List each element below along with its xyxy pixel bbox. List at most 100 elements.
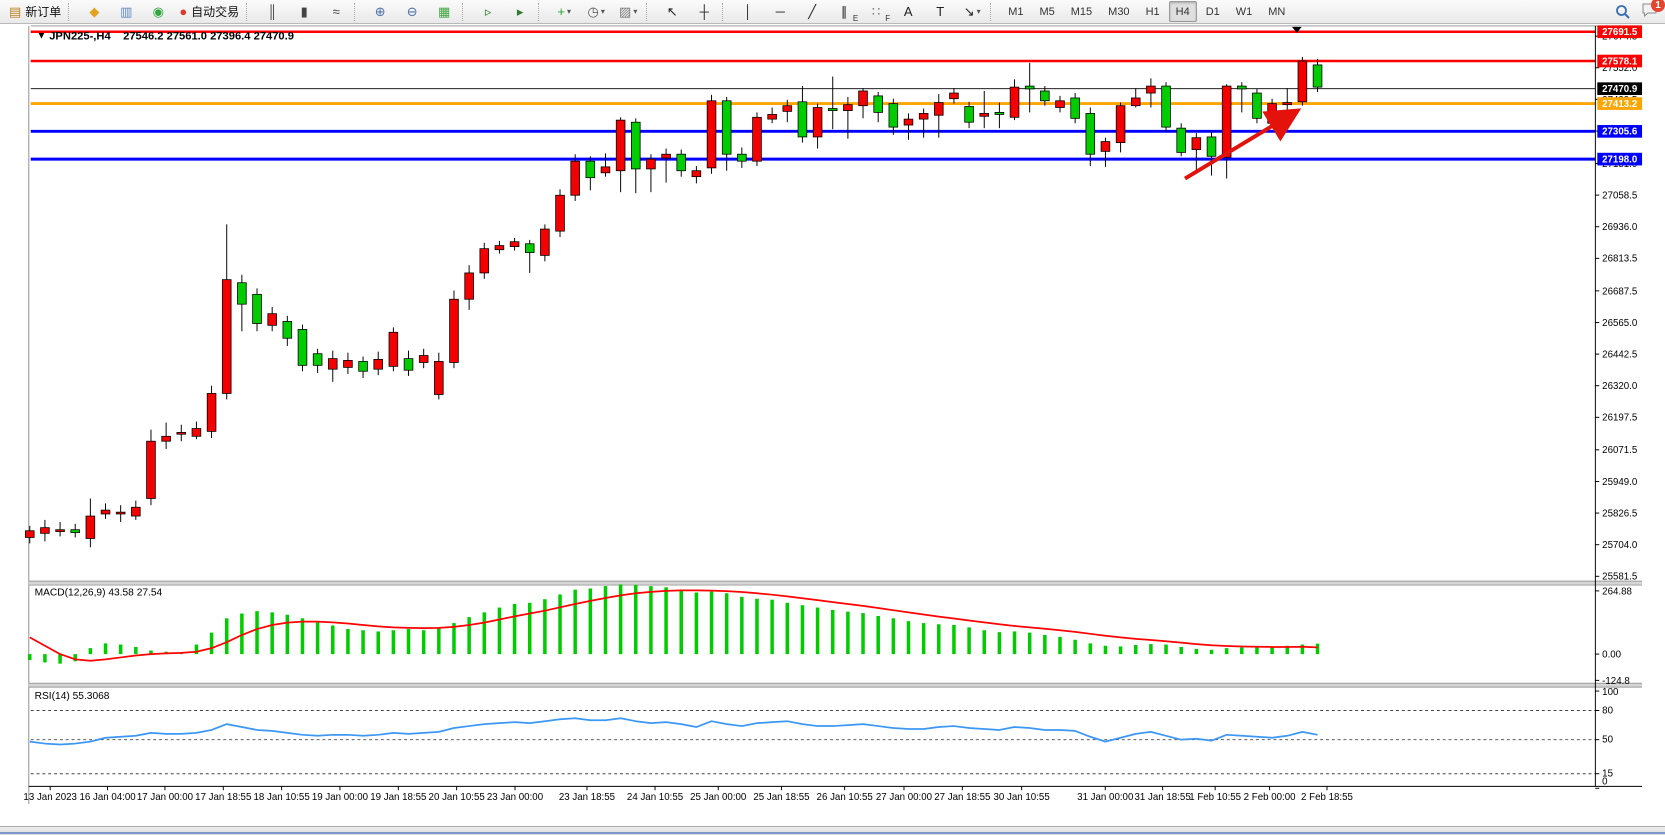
rsi-label: RSI(14) 55.3068: [35, 691, 110, 702]
arrows-button[interactable]: ↘ ▾: [957, 1, 987, 23]
chart-dropdown-icon[interactable]: ▼: [37, 31, 47, 42]
macd-histogram-bar: [967, 627, 971, 655]
cursor-button[interactable]: ↖: [657, 1, 687, 23]
label-button[interactable]: T: [925, 1, 955, 23]
zoom-in-button[interactable]: ⊕: [365, 1, 395, 23]
macd-histogram-bar: [134, 646, 138, 655]
auto-scroll-button[interactable]: ▸: [505, 1, 535, 23]
chat-icon[interactable]: 1: [1641, 0, 1665, 21]
timeframe-m15-button[interactable]: M15: [1070, 5, 1093, 18]
timeframe-d1-button[interactable]: D1: [1205, 5, 1220, 18]
line-chart-icon[interactable]: ≈: [321, 1, 351, 23]
price-badge: [1597, 25, 1643, 39]
macd-histogram-bar: [1088, 643, 1093, 655]
time-axis-label: 19 Jan 00:00: [312, 792, 369, 803]
text-button[interactable]: A: [893, 1, 923, 23]
signal-icon[interactable]: ◉: [143, 1, 173, 23]
time-axis-label: 24 Jan 10:55: [627, 792, 683, 803]
macd-histogram-bar: [285, 614, 290, 655]
template-button[interactable]: ▨ ▾: [613, 1, 643, 23]
gold-icon[interactable]: ◆: [79, 1, 109, 23]
zoom-out-button[interactable]: ⊖: [397, 1, 427, 23]
macd-histogram-bar: [497, 607, 502, 655]
candle-body: [858, 90, 868, 107]
tile-windows-button[interactable]: ▦: [429, 1, 459, 23]
time-axis-label: 2 Feb 00:00: [1244, 792, 1296, 803]
candle-body: [1206, 136, 1217, 157]
price-axis[interactable]: 27674.527552.027429.527307.027181.027058…: [1594, 25, 1638, 789]
add-indicator-button-dropdown-icon[interactable]: ▾: [566, 7, 571, 16]
time-axis-label: 17 Jan 18:55: [195, 792, 251, 803]
bar-chart-icon[interactable]: ║: [257, 1, 287, 23]
candle-chart-icon[interactable]: ▮: [289, 1, 319, 23]
toolbar-separator: [990, 2, 998, 21]
horizontal-line-button[interactable]: ─: [765, 1, 795, 23]
candlesticks: [25, 56, 1323, 548]
rsi-axis-label: 100: [1602, 687, 1619, 698]
auto-trading-button[interactable]: ● 自动交易: [175, 1, 243, 23]
rsi-axis-label: 15: [1602, 769, 1613, 780]
time-axis[interactable]: 13 Jan 2023 16 Jan 04:00 17 Jan 00:00 17 Ja…: [23, 785, 1643, 803]
time-axis-label: 2 Feb 18:55: [1301, 792, 1353, 803]
macd-histogram-bar: [1285, 645, 1289, 655]
candle-body: [191, 428, 202, 437]
search-icon[interactable]: [1615, 4, 1631, 20]
fibonacci-button[interactable]: ∷ F: [872, 3, 891, 23]
add-indicator-button[interactable]: + ▾: [549, 1, 579, 23]
crosshair-glyph: ┼: [699, 3, 709, 19]
macd-histogram-bar: [952, 624, 956, 655]
timeframe-mn-button[interactable]: MN: [1268, 5, 1286, 18]
time-axis-label: 13 Jan 2023: [23, 792, 77, 803]
time-axis-label: 31 Jan 00:00: [1077, 792, 1134, 803]
timeframe-m1-button[interactable]: M1: [1008, 5, 1024, 18]
timeframe-m5-button[interactable]: M5: [1039, 5, 1055, 18]
depth-of-market-icon[interactable]: ▥: [111, 1, 141, 23]
macd-histogram-bar: [1270, 646, 1274, 655]
crosshair-button[interactable]: ┼: [689, 1, 719, 23]
macd-histogram-bar: [376, 631, 380, 655]
shift-marker-icon[interactable]: [1291, 26, 1302, 33]
macd-histogram-bar: [740, 596, 744, 655]
timeframe-h4-button[interactable]: H4: [1168, 1, 1197, 22]
candle-body: [100, 509, 111, 515]
chart-shift-button[interactable]: ▹: [473, 1, 503, 23]
toolbar-separator: [646, 2, 654, 21]
price-badge: [1597, 82, 1643, 96]
period-button-dropdown-icon[interactable]: ▾: [600, 7, 605, 16]
candle-body: [918, 113, 929, 120]
candle-body: [176, 432, 187, 435]
vertical-line-button[interactable]: │: [733, 1, 763, 23]
candle-body: [1130, 97, 1141, 107]
trendline-glyph: ╱: [808, 3, 817, 19]
macd-histogram-bar: [543, 599, 547, 655]
auto-scroll-glyph: ▸: [516, 3, 524, 19]
separator-main-macd[interactable]: [28, 581, 1643, 586]
timeframe-w1-button[interactable]: W1: [1235, 5, 1253, 18]
arrows-button-dropdown-icon[interactable]: ▾: [976, 7, 981, 16]
macd-histogram-bar: [58, 654, 62, 664]
chart-area[interactable]: 27674.527552.027429.527307.027181.027058…: [0, 23, 1665, 834]
candle-body: [1176, 127, 1186, 153]
period-button[interactable]: ◷ ▾: [581, 1, 611, 23]
candle-body: [358, 361, 368, 372]
channel-button[interactable]: ∥ E: [840, 3, 859, 23]
timeframe-m30-button[interactable]: M30: [1108, 5, 1130, 18]
macd-histogram-bar: [846, 611, 850, 655]
rsi-axis-label: 80: [1602, 705, 1613, 716]
separator-macd-rsi[interactable]: [28, 683, 1643, 688]
macd-histogram-bar: [421, 630, 426, 655]
template-button-dropdown-icon[interactable]: ▾: [633, 7, 638, 16]
candle-body: [25, 530, 35, 538]
macd-histogram-bar: [452, 623, 456, 655]
candle-body: [1040, 90, 1050, 102]
candle-body: [706, 100, 717, 169]
macd-histogram-bar: [921, 623, 926, 655]
trendline-button[interactable]: ╱: [797, 1, 827, 23]
new-order-button[interactable]: ▤ 新订单: [5, 1, 65, 23]
line-chart-icon-glyph: ≈: [332, 3, 340, 19]
candle-body: [479, 248, 490, 274]
annotation-arrow[interactable]: [1183, 108, 1302, 181]
timeframe-h1-button[interactable]: H1: [1145, 5, 1160, 18]
candle-body: [1221, 85, 1232, 158]
candle-body: [555, 194, 565, 232]
